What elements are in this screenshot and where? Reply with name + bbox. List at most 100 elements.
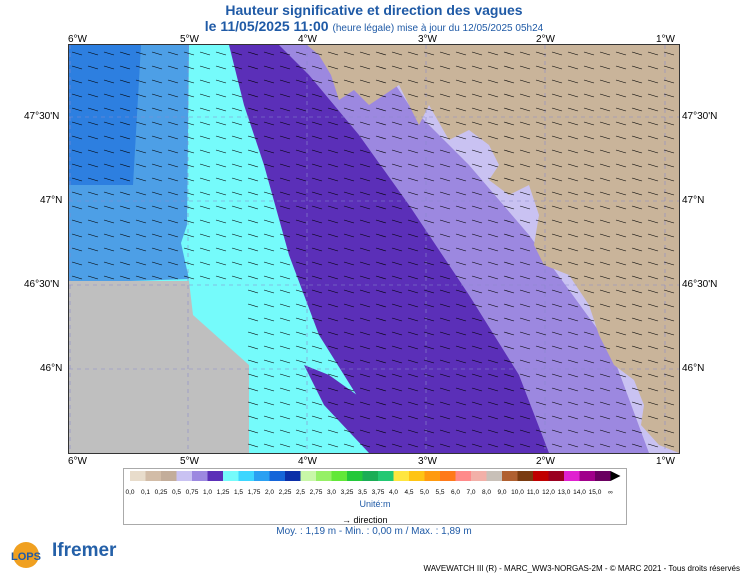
wave-arrow: [311, 415, 323, 420]
wave-arrow: [247, 275, 259, 280]
wave-arrow: [311, 149, 323, 154]
wave-arrow: [359, 205, 371, 210]
wave-arrow: [391, 359, 403, 364]
wave-arrow: [519, 373, 531, 378]
wave-arrow: [199, 51, 211, 56]
wave-arrow: [407, 205, 419, 210]
wave-arrow: [279, 289, 291, 294]
wave-arrow: [647, 219, 659, 224]
wave-arrow: [487, 191, 499, 196]
wave-arrow: [535, 107, 547, 112]
wave-arrow: [71, 205, 83, 210]
wave-arrow: [503, 191, 515, 196]
wave-arrow: [567, 79, 579, 84]
wave-arrow: [295, 65, 307, 70]
wave-arrow: [343, 261, 355, 266]
lon-tick-bottom: 2°W: [536, 456, 555, 467]
wave-arrow: [231, 247, 243, 252]
wave-arrow: [487, 429, 499, 434]
wave-arrow: [455, 135, 467, 140]
wave-arrow: [343, 345, 355, 350]
wave-arrow: [455, 247, 467, 252]
wave-arrow: [439, 247, 451, 252]
wave-arrow: [519, 261, 531, 266]
wave-arrow: [423, 289, 435, 294]
wave-arrow: [535, 247, 547, 252]
wave-arrow: [135, 205, 147, 210]
wave-arrow: [391, 149, 403, 154]
wave-arrow: [391, 51, 403, 56]
wave-arrow: [295, 191, 307, 196]
wave-arrow: [119, 191, 131, 196]
legend-swatch: [331, 471, 347, 481]
wave-arrow: [535, 275, 547, 280]
wave-arrow: [183, 107, 195, 112]
wave-arrow: [343, 191, 355, 196]
wave-arrow: [583, 65, 595, 70]
wave-arrow: [231, 149, 243, 154]
wave-arrow: [231, 191, 243, 196]
wave-arrow: [503, 233, 515, 238]
wave-arrow: [311, 303, 323, 308]
wave-arrow: [119, 107, 131, 112]
wave-arrow: [247, 135, 259, 140]
wave-arrow: [455, 177, 467, 182]
wave-arrow: [551, 135, 563, 140]
wave-arrow: [439, 135, 451, 140]
wave-arrow: [343, 303, 355, 308]
wave-arrow: [439, 317, 451, 322]
wave-arrow: [375, 233, 387, 238]
wave-arrow: [519, 359, 531, 364]
wave-arrow: [119, 51, 131, 56]
wave-arrow: [375, 247, 387, 252]
wave-arrow: [647, 205, 659, 210]
wave-arrow: [615, 289, 627, 294]
wave-arrow: [487, 205, 499, 210]
wave-arrow: [583, 359, 595, 364]
wave-arrow: [631, 401, 643, 406]
wave-arrow: [439, 163, 451, 168]
wave-arrow: [535, 191, 547, 196]
wave-arrow: [103, 163, 115, 168]
wave-arrow: [615, 303, 627, 308]
wave-arrow: [567, 261, 579, 266]
wave-arrow: [599, 331, 611, 336]
wave-arrow: [215, 65, 227, 70]
wave-arrow: [471, 219, 483, 224]
wave-arrow: [327, 93, 339, 98]
wave-arrow: [375, 429, 387, 434]
wave-arrow: [247, 387, 259, 392]
wave-arrow: [567, 107, 579, 112]
wave-arrow: [583, 331, 595, 336]
wave-arrow: [551, 177, 563, 182]
wave-arrow: [551, 191, 563, 196]
wave-arrow: [167, 135, 179, 140]
wave-arrow: [263, 359, 275, 364]
wave-arrow: [439, 121, 451, 126]
wave-arrow: [343, 443, 355, 448]
legend-swatch: [424, 471, 440, 481]
wave-arrow: [519, 205, 531, 210]
wave-arrow: [343, 401, 355, 406]
wave-arrow: [615, 345, 627, 350]
wave-arrow: [471, 345, 483, 350]
legend-value: 1,25: [217, 489, 230, 496]
wave-arrow: [519, 443, 531, 448]
wave-arrow: [327, 51, 339, 56]
wave-arrow: [263, 163, 275, 168]
wave-arrow: [359, 401, 371, 406]
wave-arrow: [375, 79, 387, 84]
wave-arrow: [583, 149, 595, 154]
wave-arrow: [567, 317, 579, 322]
wave-arrow: [631, 191, 643, 196]
wave-arrow: [263, 401, 275, 406]
wave-arrow: [647, 429, 659, 434]
legend-value: 10,0: [511, 489, 524, 496]
wave-arrow: [455, 219, 467, 224]
legend-swatch: [502, 471, 518, 481]
wave-arrow: [631, 163, 643, 168]
wave-arrow: [103, 177, 115, 182]
wave-arrow: [295, 261, 307, 266]
wave-arrow: [439, 331, 451, 336]
wave-arrow: [631, 219, 643, 224]
